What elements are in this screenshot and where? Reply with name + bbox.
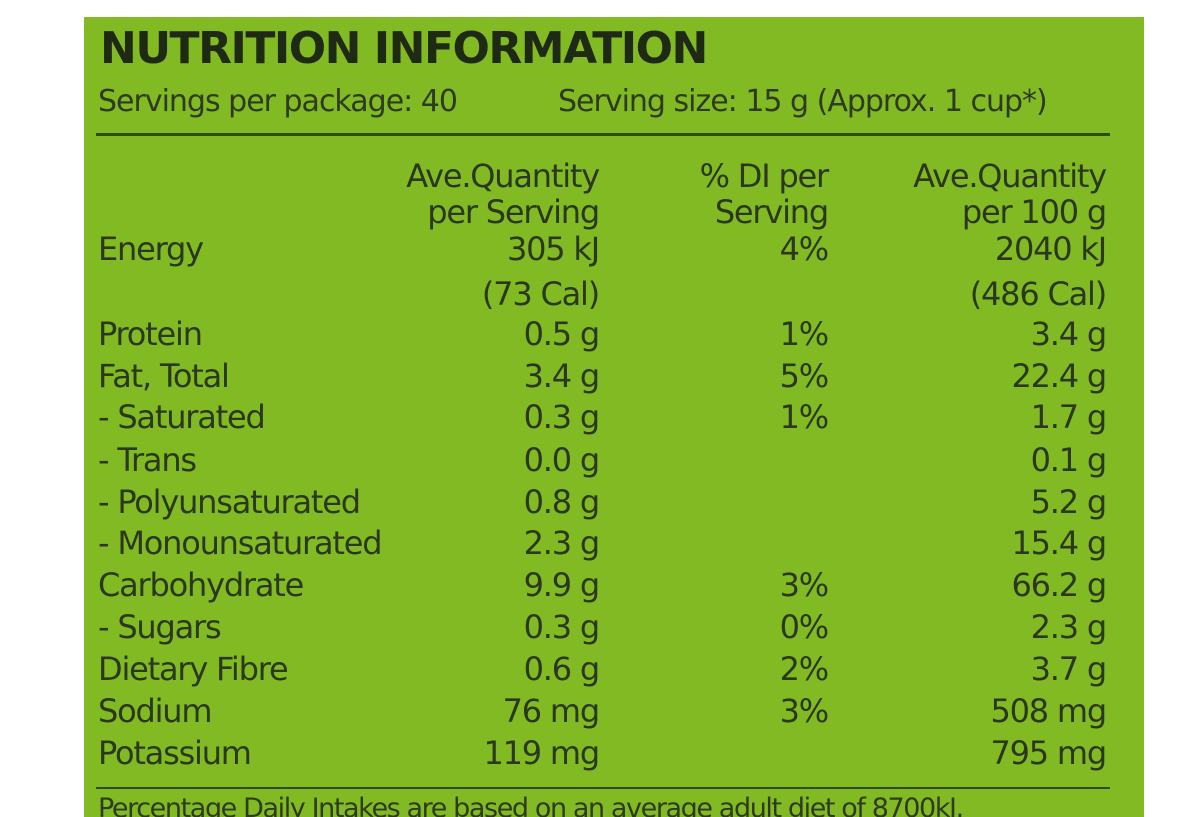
per-100g-value: 5.2 g (1030, 483, 1108, 521)
per-serving-value: 2.3 g (523, 524, 601, 562)
footnote: Percentage Daily Intakes are based on an… (98, 793, 964, 817)
per-100g-value: (486 Cal) (969, 275, 1107, 313)
nutrient-label: Dietary Fibre (98, 650, 289, 688)
per-serving-value: 76 mg (502, 692, 601, 730)
per-100g-value: 66.2 g (1011, 566, 1107, 604)
per-serving-value: 3.4 g (523, 357, 601, 395)
di-value: 0% (779, 608, 830, 646)
di-value: 3% (779, 566, 830, 604)
nutrient-label: - Polyunsaturated (98, 483, 361, 521)
servings-line: Servings per package: 40 Serving size: 1… (98, 84, 1048, 119)
servings-per-package: Servings per package: 40 (98, 84, 458, 119)
di-value: 1% (779, 398, 830, 436)
di-value: 3% (779, 692, 830, 730)
nutrient-label: Sodium (98, 692, 213, 730)
header-per-100g: Ave.Quantity per 100 g (913, 157, 1107, 231)
panel-title: NUTRITION INFORMATION (100, 23, 708, 74)
header-divider (96, 133, 1110, 136)
di-value: 1% (779, 315, 830, 353)
nutrient-label: - Trans (98, 441, 197, 479)
per-100g-value: 1.7 g (1030, 398, 1108, 436)
per-100g-value: 795 mg (990, 734, 1107, 772)
nutrient-label: - Sugars (98, 608, 222, 646)
per-serving-value: 0.8 g (523, 483, 601, 521)
per-100g-value: 2040 kJ (994, 230, 1107, 268)
per-100g-value: 2.3 g (1030, 608, 1108, 646)
nutrient-label: - Saturated (98, 398, 266, 436)
per-serving-value: 0.3 g (523, 608, 601, 646)
di-value: 2% (779, 650, 830, 688)
serving-size: Serving size: 15 g (Approx. 1 cup*) (558, 84, 1048, 119)
per-serving-value: 305 kJ (506, 230, 600, 268)
di-value: 5% (779, 357, 830, 395)
per-100g-value: 3.4 g (1030, 315, 1108, 353)
per-serving-value: (73 Cal) (481, 275, 600, 313)
per-serving-value: 0.0 g (523, 441, 601, 479)
per-serving-value: 119 mg (483, 734, 600, 772)
per-serving-value: 9.9 g (523, 566, 601, 604)
per-100g-value: 508 mg (990, 692, 1107, 730)
per-serving-value: 0.6 g (523, 650, 601, 688)
per-100g-value: 0.1 g (1030, 441, 1108, 479)
nutrient-label: - Monounsaturated (98, 524, 383, 562)
nutrient-label: Carbohydrate (98, 566, 304, 604)
per-serving-value: 0.3 g (523, 398, 601, 436)
per-100g-value: 22.4 g (1011, 357, 1107, 395)
header-di-per-serving: % DI per Serving (699, 157, 830, 231)
nutrient-label: Energy (98, 230, 204, 268)
header-per-serving: Ave.Quantity per Serving (406, 157, 600, 231)
per-serving-value: 0.5 g (523, 315, 601, 353)
per-100g-value: 3.7 g (1030, 650, 1108, 688)
nutrient-label: Potassium (98, 734, 252, 772)
per-100g-value: 15.4 g (1011, 524, 1107, 562)
di-value: 4% (779, 230, 830, 268)
nutrient-label: Fat, Total (98, 357, 230, 395)
nutrition-panel: NUTRITION INFORMATION Servings per packa… (84, 17, 1144, 817)
footnote-divider (96, 787, 1110, 789)
nutrient-label: Protein (98, 315, 203, 353)
